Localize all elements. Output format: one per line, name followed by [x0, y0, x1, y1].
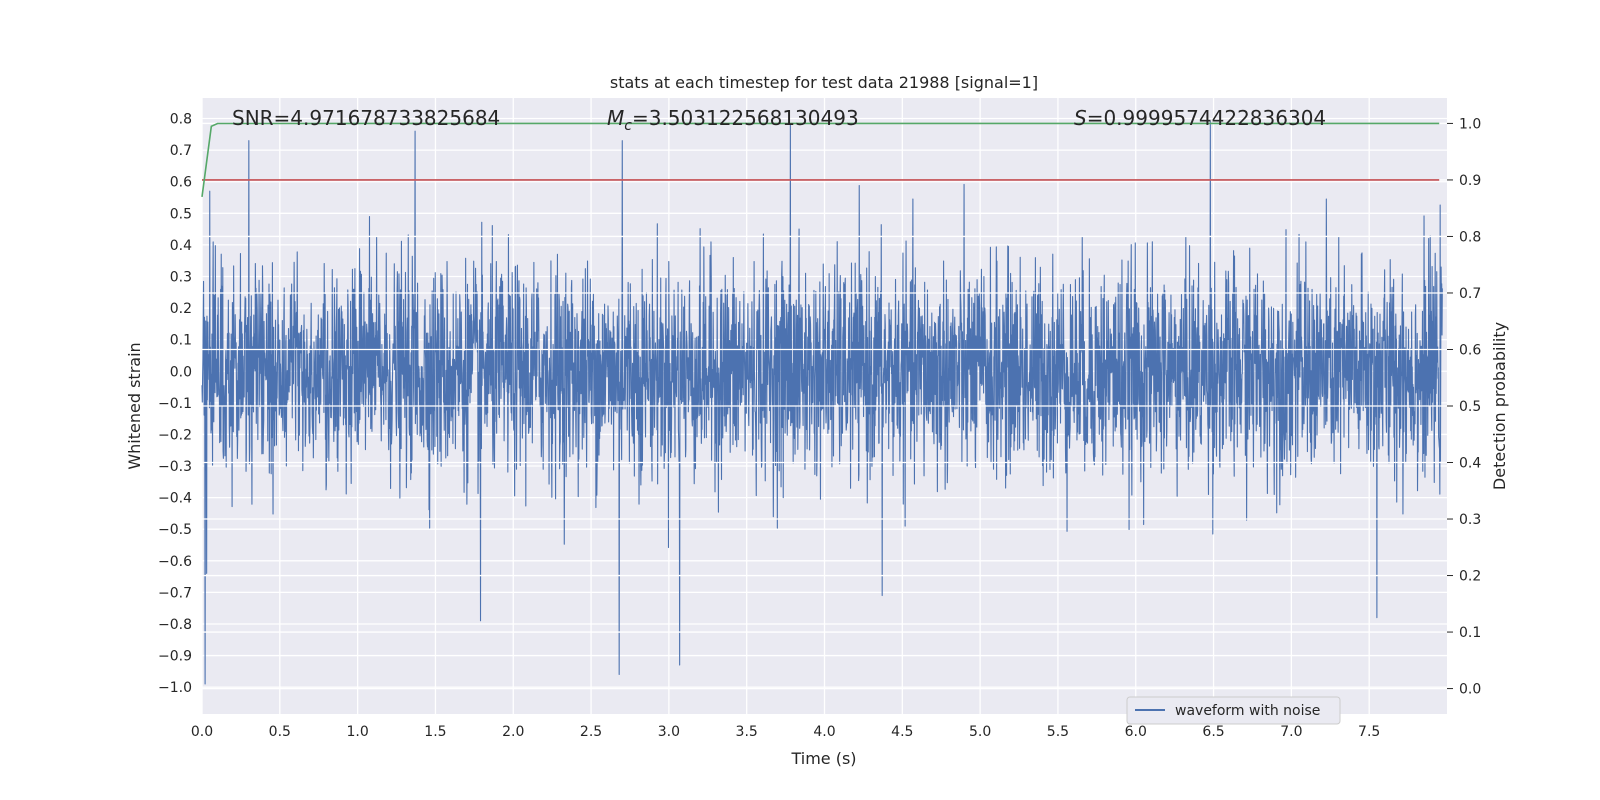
snr-annotation: SNR=4.971678733825684 — [232, 106, 500, 130]
y-left-tick-label-8: 0.0 — [170, 364, 192, 380]
y-left-axis-ticks: 0.8 0.7 0.6 0.5 0.4 0.3 0.2 0.1 0.0 −0.1 −0.2 −0.3 −… — [158, 112, 192, 697]
y-left-tick-label-16: −0.8 — [158, 617, 192, 633]
x-axis-label: Time (s) — [790, 749, 856, 768]
x-tick-label-12: 6.0 — [1125, 724, 1147, 740]
y-left-tick-label-3: 0.5 — [170, 206, 192, 222]
legend: waveform with noise — [1126, 696, 1341, 725]
y-left-tick-label-15: −0.7 — [158, 585, 192, 601]
y-right-axis-label: Detection probability — [1490, 322, 1509, 490]
y-left-tick-label-6: 0.2 — [170, 301, 192, 317]
y-left-tick-label-4: 0.4 — [170, 238, 192, 254]
chirp-mass-symbol: M — [607, 106, 624, 130]
y-left-tick-label-14: −0.6 — [158, 554, 192, 570]
y-left-tick-label-13: −0.5 — [158, 522, 192, 538]
y-right-tick-label-5: 0.5 — [1459, 399, 1481, 415]
y-right-axis-ticks: 1.0 0.9 0.8 0.7 0.6 0.5 0.4 0.3 0.2 0.1 0.0 — [1447, 116, 1481, 698]
y-right-tick-label-7: 0.3 — [1459, 512, 1481, 528]
y-right-tick-label-2: 0.8 — [1459, 229, 1481, 245]
y-left-tick-label-12: −0.4 — [158, 491, 192, 507]
detection-stat-value: =0.9999574422836304 — [1087, 106, 1326, 130]
x-tick-label-13: 6.5 — [1202, 724, 1224, 740]
series-waveform-with-noise — [201, 121, 1443, 685]
x-tick-label-6: 3.0 — [658, 724, 680, 740]
y-left-axis-label: Whitened strain — [125, 342, 144, 469]
y-left-tick-label-1: 0.7 — [170, 143, 192, 159]
x-tick-label-2: 1.0 — [346, 724, 368, 740]
x-tick-label-7: 3.5 — [736, 724, 758, 740]
chart-title: stats at each timestep for test data 219… — [610, 73, 1038, 92]
detection-stat-annotation: S=0.9999574422836304 — [1074, 106, 1326, 130]
y-left-tick-label-10: −0.2 — [158, 427, 192, 443]
waveform-line — [201, 121, 1443, 685]
legend-entry-waveform: waveform with noise — [1175, 703, 1320, 719]
y-right-tick-label-8: 0.2 — [1459, 569, 1481, 585]
y-right-tick-label-9: 0.1 — [1459, 625, 1481, 641]
y-right-tick-label-0: 1.0 — [1459, 116, 1481, 132]
x-tick-label-11: 5.5 — [1047, 724, 1069, 740]
y-left-tick-label-5: 0.3 — [170, 269, 192, 285]
x-tick-label-10: 5.0 — [969, 724, 991, 740]
y-right-tick-label-1: 0.9 — [1459, 173, 1481, 189]
y-right-tick-label-3: 0.7 — [1459, 286, 1481, 302]
y-left-tick-label-0: 0.8 — [170, 112, 192, 128]
y-left-tick-label-18: −1.0 — [158, 680, 192, 696]
x-tick-label-15: 7.5 — [1358, 724, 1380, 740]
x-tick-label-0: 0.0 — [191, 724, 213, 740]
detection-stat-symbol: S — [1074, 106, 1087, 130]
x-tick-label-8: 4.0 — [813, 724, 835, 740]
y-left-tick-label-7: 0.1 — [170, 333, 192, 349]
y-right-tick-label-4: 0.6 — [1459, 342, 1481, 358]
y-left-tick-label-2: 0.6 — [170, 175, 192, 191]
chirp-mass-value: =3.503122568130493 — [632, 106, 859, 130]
chirp-mass-subscript: c — [624, 118, 632, 134]
detection-probability-line — [201, 122, 1440, 198]
y-right-tick-label-6: 0.4 — [1459, 456, 1481, 472]
x-tick-label-1: 0.5 — [269, 724, 291, 740]
x-tick-label-5: 2.5 — [580, 724, 602, 740]
series-detection-probability — [201, 122, 1447, 690]
x-tick-label-3: 1.5 — [424, 724, 446, 740]
x-tick-label-14: 7.0 — [1280, 724, 1302, 740]
x-axis-ticks: 0.0 0.5 1.0 1.5 2.0 2.5 3.0 3.5 4.0 4.5 5.0 5.5 6.0 6… — [191, 724, 1380, 740]
y-left-tick-label-9: −0.1 — [158, 396, 192, 412]
legend-box — [1126, 696, 1341, 725]
chirp-mass-annotation: Mc=3.503122568130493 — [607, 106, 859, 134]
y-right-tick-label-10: 0.0 — [1459, 682, 1481, 698]
y-left-tick-label-17: −0.9 — [158, 649, 192, 665]
x-tick-label-9: 4.5 — [891, 724, 913, 740]
x-tick-label-4: 2.0 — [502, 724, 524, 740]
y-left-tick-label-11: −0.3 — [158, 459, 192, 475]
